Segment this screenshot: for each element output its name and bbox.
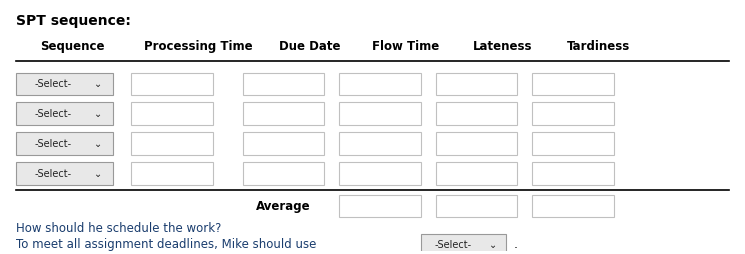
FancyBboxPatch shape — [16, 102, 112, 125]
FancyBboxPatch shape — [131, 132, 213, 155]
FancyBboxPatch shape — [436, 73, 517, 95]
Text: Processing Time: Processing Time — [144, 40, 253, 53]
Text: How should he schedule the work?: How should he schedule the work? — [16, 222, 221, 235]
Text: -Select-: -Select- — [434, 240, 472, 250]
FancyBboxPatch shape — [243, 102, 324, 125]
FancyBboxPatch shape — [436, 102, 517, 125]
Text: Lateness: Lateness — [472, 40, 532, 53]
FancyBboxPatch shape — [421, 234, 506, 254]
FancyBboxPatch shape — [532, 195, 614, 217]
Text: -Select-: -Select- — [34, 79, 72, 89]
FancyBboxPatch shape — [436, 195, 517, 217]
FancyBboxPatch shape — [131, 162, 213, 185]
Text: Due Date: Due Date — [279, 40, 340, 53]
Text: -Select-: -Select- — [34, 169, 72, 179]
FancyBboxPatch shape — [243, 162, 324, 185]
Text: ⌄: ⌄ — [94, 169, 102, 179]
FancyBboxPatch shape — [339, 132, 421, 155]
Text: Sequence: Sequence — [39, 40, 104, 53]
FancyBboxPatch shape — [16, 162, 112, 185]
FancyBboxPatch shape — [16, 132, 112, 155]
FancyBboxPatch shape — [339, 162, 421, 185]
FancyBboxPatch shape — [339, 102, 421, 125]
Text: Tardiness: Tardiness — [567, 40, 630, 53]
FancyBboxPatch shape — [243, 73, 324, 95]
FancyBboxPatch shape — [243, 132, 324, 155]
Text: -Select-: -Select- — [34, 109, 72, 119]
FancyBboxPatch shape — [532, 132, 614, 155]
FancyBboxPatch shape — [436, 162, 517, 185]
Text: ⌄: ⌄ — [94, 109, 102, 119]
FancyBboxPatch shape — [436, 132, 517, 155]
FancyBboxPatch shape — [532, 162, 614, 185]
Text: Average: Average — [256, 200, 311, 213]
Text: Flow Time: Flow Time — [372, 40, 440, 53]
Text: ⌄: ⌄ — [489, 240, 498, 250]
FancyBboxPatch shape — [16, 73, 112, 95]
FancyBboxPatch shape — [532, 73, 614, 95]
FancyBboxPatch shape — [339, 195, 421, 217]
FancyBboxPatch shape — [532, 102, 614, 125]
Text: SPT sequence:: SPT sequence: — [16, 14, 131, 28]
Text: To meet all assignment deadlines, Mike should use: To meet all assignment deadlines, Mike s… — [16, 238, 317, 251]
FancyBboxPatch shape — [339, 73, 421, 95]
FancyBboxPatch shape — [131, 102, 213, 125]
FancyBboxPatch shape — [131, 73, 213, 95]
Text: ⌄: ⌄ — [94, 139, 102, 149]
Text: .: . — [513, 238, 518, 251]
Text: ⌄: ⌄ — [94, 79, 102, 89]
Text: -Select-: -Select- — [34, 139, 72, 149]
